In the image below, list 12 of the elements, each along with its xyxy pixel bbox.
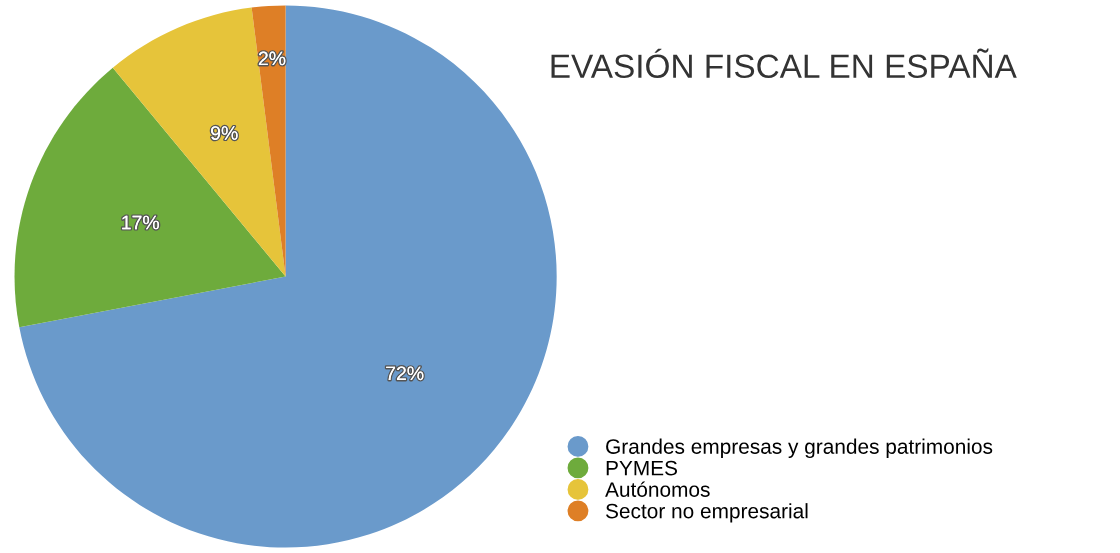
legend-label: Sector no empresarial xyxy=(606,503,808,523)
pie-slice xyxy=(251,5,286,277)
data-label: 72% xyxy=(386,366,424,381)
text: EVASIÓN FISCAL EN ESPAÑA xyxy=(551,48,1017,79)
legend-label: Autónomos xyxy=(605,481,710,497)
data-label: 9% xyxy=(211,126,238,140)
data-label: 17% xyxy=(122,215,159,230)
data-label: 2% xyxy=(258,51,286,66)
pie-slice xyxy=(14,67,286,328)
pie-slice xyxy=(112,7,286,277)
legend-label: Grandes empresas y grandes patrimonios xyxy=(606,438,993,459)
legend-label: PYMES xyxy=(606,460,678,476)
